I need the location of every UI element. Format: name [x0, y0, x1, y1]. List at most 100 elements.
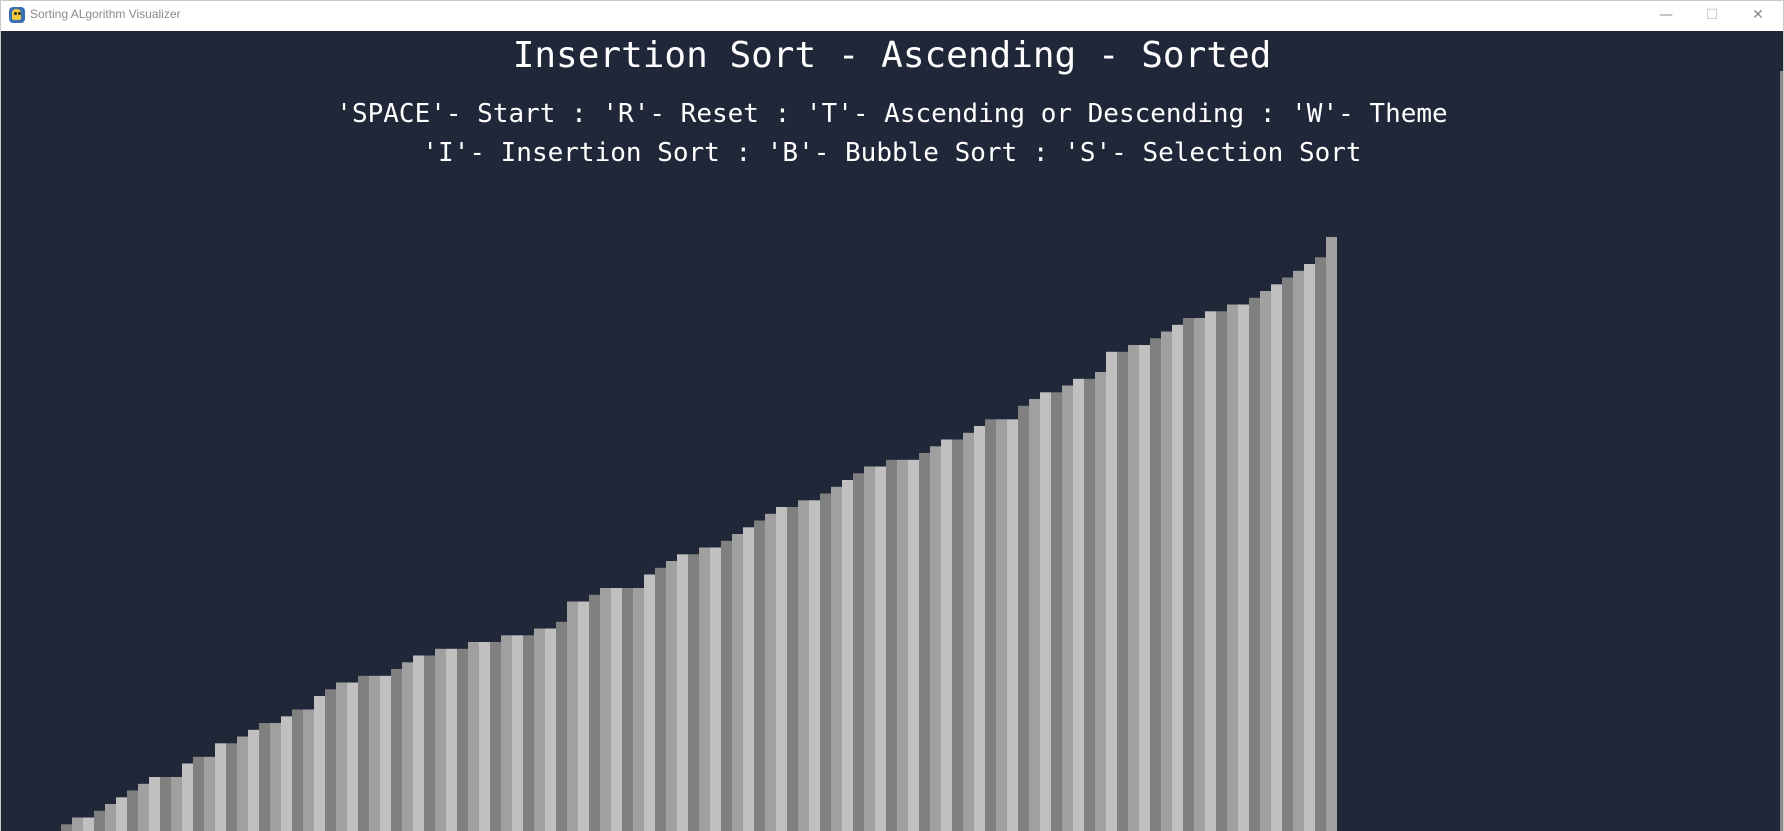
bar-20 — [281, 716, 292, 831]
bar-33 — [424, 655, 435, 831]
bar-5 — [116, 797, 127, 831]
window-title: Sorting ALgorithm Visualizer — [30, 7, 181, 21]
close-button[interactable]: ✕ — [1752, 7, 1764, 23]
bar-45 — [556, 621, 567, 831]
bar-44 — [545, 628, 556, 831]
bar-94 — [1095, 372, 1106, 831]
bar-24 — [325, 689, 336, 831]
bar-106 — [1227, 304, 1238, 831]
bar-52 — [633, 588, 644, 831]
bar-70 — [831, 486, 842, 831]
bar-69 — [820, 493, 831, 831]
bar-73 — [864, 466, 875, 831]
bar-99 — [1150, 338, 1161, 831]
bar-57 — [688, 554, 699, 831]
bar-46 — [567, 601, 578, 831]
bar-4 — [105, 804, 116, 831]
bar-76 — [897, 459, 908, 831]
bar-34 — [435, 648, 446, 831]
bar-98 — [1139, 345, 1150, 831]
controls-help-line-2: 'I'- Insertion Sort : 'B'- Bubble Sort :… — [422, 138, 1362, 168]
controls-help-line-1: 'SPACE'- Start : 'R'- Reset : 'T'- Ascen… — [336, 99, 1448, 129]
bar-102 — [1183, 318, 1194, 831]
bar-39 — [490, 642, 501, 831]
bar-68 — [809, 500, 820, 831]
bar-72 — [853, 473, 864, 831]
bar-115 — [1326, 237, 1337, 831]
minimize-button[interactable]: — — [1659, 7, 1673, 23]
bar-13 — [204, 756, 215, 831]
bar-53 — [644, 574, 655, 831]
bar-chart — [61, 237, 1337, 831]
algorithm-status-title: Insertion Sort - Ascending - Sorted — [512, 35, 1272, 76]
bar-74 — [875, 466, 886, 831]
bar-21 — [292, 709, 303, 831]
bar-78 — [919, 453, 930, 831]
bar-40 — [501, 635, 512, 831]
window-edge — [1780, 71, 1783, 831]
python-icon — [9, 7, 25, 23]
bar-37 — [468, 642, 479, 831]
bar-87 — [1018, 405, 1029, 831]
bar-26 — [347, 682, 358, 831]
bar-3 — [94, 810, 105, 831]
bar-108 — [1249, 297, 1260, 831]
bar-79 — [930, 446, 941, 831]
bar-0 — [61, 824, 72, 831]
bar-41 — [512, 635, 523, 831]
bar-92 — [1073, 378, 1084, 831]
bar-101 — [1172, 324, 1183, 831]
bar-38 — [479, 642, 490, 831]
bar-16 — [237, 736, 248, 831]
visualizer-canvas[interactable]: Insertion Sort - Ascending - Sorted 'SPA… — [1, 31, 1783, 831]
bar-12 — [193, 756, 204, 831]
bar-103 — [1194, 318, 1205, 831]
bar-49 — [600, 588, 611, 831]
bar-42 — [523, 635, 534, 831]
bar-61 — [732, 534, 743, 831]
bar-18 — [259, 723, 270, 831]
bar-17 — [248, 729, 259, 831]
bar-110 — [1271, 284, 1282, 831]
bar-43 — [534, 628, 545, 831]
bar-111 — [1282, 277, 1293, 831]
bar-65 — [776, 507, 787, 831]
bar-77 — [908, 459, 919, 831]
bar-88 — [1029, 399, 1040, 831]
bar-29 — [380, 675, 391, 831]
bar-104 — [1205, 311, 1216, 831]
bar-50 — [611, 588, 622, 831]
bar-9 — [160, 777, 171, 831]
bar-63 — [754, 520, 765, 831]
bar-7 — [138, 783, 149, 831]
bar-8 — [149, 777, 160, 831]
bar-90 — [1051, 392, 1062, 831]
bar-62 — [743, 527, 754, 831]
bar-51 — [622, 588, 633, 831]
bar-35 — [446, 648, 457, 831]
bar-84 — [985, 419, 996, 831]
bar-48 — [589, 594, 600, 831]
bar-28 — [369, 675, 380, 831]
bar-97 — [1128, 345, 1139, 831]
bar-58 — [699, 547, 710, 831]
bar-56 — [677, 554, 688, 831]
bar-64 — [765, 513, 776, 831]
bar-66 — [787, 507, 798, 831]
bar-55 — [666, 561, 677, 831]
bar-54 — [655, 567, 666, 831]
bar-107 — [1238, 304, 1249, 831]
bar-10 — [171, 777, 182, 831]
bar-100 — [1161, 331, 1172, 831]
bar-75 — [886, 459, 897, 831]
bar-31 — [402, 662, 413, 831]
bar-2 — [83, 817, 94, 831]
bar-22 — [303, 709, 314, 831]
title-bar[interactable]: Sorting ALgorithm Visualizer — ☐ ✕ — [1, 1, 1783, 30]
bar-32 — [413, 655, 424, 831]
bar-83 — [974, 426, 985, 831]
bar-14 — [215, 743, 226, 831]
bar-36 — [457, 648, 468, 831]
maximize-button[interactable]: ☐ — [1705, 7, 1719, 23]
bar-82 — [963, 432, 974, 831]
